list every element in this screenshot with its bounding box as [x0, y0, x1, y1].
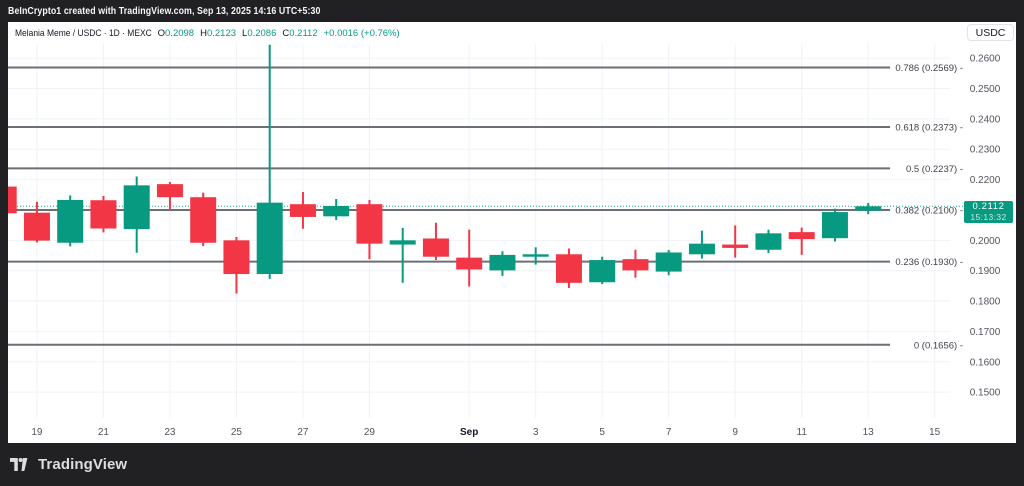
candle-body: [57, 199, 84, 243]
time-tick-label[interactable]: 21: [98, 427, 110, 438]
chart-plot[interactable]: 0.786 (0.2569) - 0.618 (0.2373) - 0.5 (0.2…: [8, 22, 1016, 443]
chart-widget: 0.786 (0.2569) - 0.618 (0.2373) - 0.5 (0.2…: [8, 22, 1016, 443]
price-tick-label[interactable]: 0.1900: [970, 266, 1001, 277]
price-tick-label[interactable]: 0.2300: [970, 145, 1001, 156]
ohlc-close: C 0.2112: [282, 28, 317, 39]
change-value: +0.0016 (+0.76%): [323, 27, 400, 39]
time-tick-label[interactable]: 13: [863, 427, 875, 438]
candle-body: [156, 184, 183, 198]
currency-button[interactable]: USDC: [967, 24, 1014, 41]
price-tick-label[interactable]: 0.2200: [970, 175, 1001, 186]
tradingview-wordmark[interactable]: TradingView: [38, 456, 128, 473]
fib-label: 0.786 (0.2569) -: [895, 63, 963, 74]
candle-body: [223, 240, 250, 275]
time-tick-label[interactable]: 25: [231, 427, 243, 438]
open-label: O: [157, 27, 166, 39]
candle-body: [123, 185, 150, 230]
candle-body: [23, 212, 50, 241]
candle-body: [256, 202, 283, 275]
candle-body: [622, 259, 649, 271]
price-tick-label[interactable]: 0.1800: [970, 297, 1001, 308]
chart-legend: Melania Meme / USDC · 1D · MEXC O 0.2098 …: [15, 22, 400, 44]
candle-body: [8, 186, 17, 214]
price-tick-label[interactable]: 0.2400: [970, 114, 1001, 125]
candle-body: [356, 204, 383, 244]
price-tick-label[interactable]: 0.1500: [970, 388, 1001, 399]
last-price-value: 0.2112: [972, 201, 1005, 213]
time-tick-label[interactable]: 15: [929, 427, 941, 438]
currency-label: USDC: [975, 26, 1006, 39]
ohlc-low: L 0.2086: [242, 28, 276, 39]
last-price-badge[interactable]: 0.2112 15:13:32: [964, 200, 1013, 223]
high-value: 0.2123: [206, 27, 237, 39]
price-tick-label[interactable]: 0.2500: [970, 84, 1001, 95]
candle-body: [190, 197, 217, 243]
attribution-text: BeInCrypto1 created with TradingView.com…: [8, 5, 321, 17]
time-tick-label[interactable]: 9: [732, 427, 738, 438]
ohlc-open: O 0.2098: [158, 28, 194, 39]
time-tick-label[interactable]: 27: [297, 427, 309, 438]
close-value: 0.2112: [289, 27, 318, 39]
close-label: C: [282, 27, 290, 39]
time-tick-label[interactable]: 23: [164, 427, 176, 438]
time-tick-label[interactable]: Sep: [460, 427, 478, 438]
candle-body: [655, 252, 682, 272]
candle-body: [855, 206, 882, 211]
candle-body: [688, 243, 715, 255]
candle-body: [788, 232, 815, 240]
price-tick-label[interactable]: 0.2600: [970, 54, 1001, 65]
time-tick-label[interactable]: 19: [31, 427, 43, 438]
bar-countdown: 15:13:32: [970, 212, 1007, 223]
branding-bar: TradingView: [0, 443, 1024, 486]
low-label: L: [242, 27, 248, 39]
candle-body: [555, 254, 582, 283]
fib-label: 0.236 (0.1930) -: [895, 257, 963, 268]
candle-body: [522, 254, 549, 257]
candle-body: [422, 238, 449, 257]
candle-body: [389, 240, 416, 245]
candle-body: [489, 254, 516, 271]
candle-body: [323, 206, 350, 217]
price-tick-label[interactable]: 0.1700: [970, 327, 1001, 338]
low-value: 0.2086: [247, 27, 277, 39]
candle-body: [456, 257, 483, 270]
candle-body: [755, 233, 782, 250]
candle-body: [589, 260, 616, 283]
fib-label: 0.5 (0.2237) -: [906, 164, 963, 175]
attribution-bar: BeInCrypto1 created with TradingView.com…: [0, 0, 1024, 22]
candle-body: [289, 204, 316, 217]
time-tick-label[interactable]: 5: [599, 427, 605, 438]
time-tick-label[interactable]: 11: [797, 427, 808, 438]
symbol-title[interactable]: Melania Meme / USDC · 1D · MEXC: [15, 27, 152, 39]
ohlc-high: H 0.2123: [200, 28, 236, 39]
candle-body: [821, 212, 848, 239]
price-tick-label[interactable]: 0.1600: [970, 357, 1001, 368]
candle-body: [90, 200, 117, 229]
high-label: H: [200, 27, 207, 39]
price-tick-label[interactable]: 0.2000: [970, 236, 1001, 247]
fib-label: 0 (0.1656) -: [914, 340, 963, 351]
tradingview-logo-icon[interactable]: [10, 458, 31, 471]
candle-body: [722, 244, 749, 248]
time-tick-label[interactable]: 3: [533, 427, 539, 438]
time-tick-label[interactable]: 7: [666, 427, 672, 438]
time-tick-label[interactable]: 29: [364, 427, 376, 438]
fib-label: 0.382 (0.2100) -: [895, 205, 963, 216]
open-value: 0.2098: [165, 27, 195, 39]
fib-label: 0.618 (0.2373) -: [895, 123, 963, 134]
